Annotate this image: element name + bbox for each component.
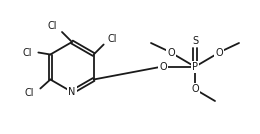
Text: P: P	[192, 62, 198, 72]
Text: O: O	[159, 62, 167, 72]
Text: O: O	[215, 48, 223, 58]
Text: N: N	[68, 87, 76, 97]
Text: Cl: Cl	[25, 88, 34, 98]
Text: O: O	[191, 84, 199, 94]
Text: S: S	[192, 36, 198, 46]
Text: Cl: Cl	[23, 47, 32, 57]
Text: Cl: Cl	[48, 21, 57, 31]
Text: O: O	[167, 48, 175, 58]
Text: Cl: Cl	[108, 34, 117, 44]
